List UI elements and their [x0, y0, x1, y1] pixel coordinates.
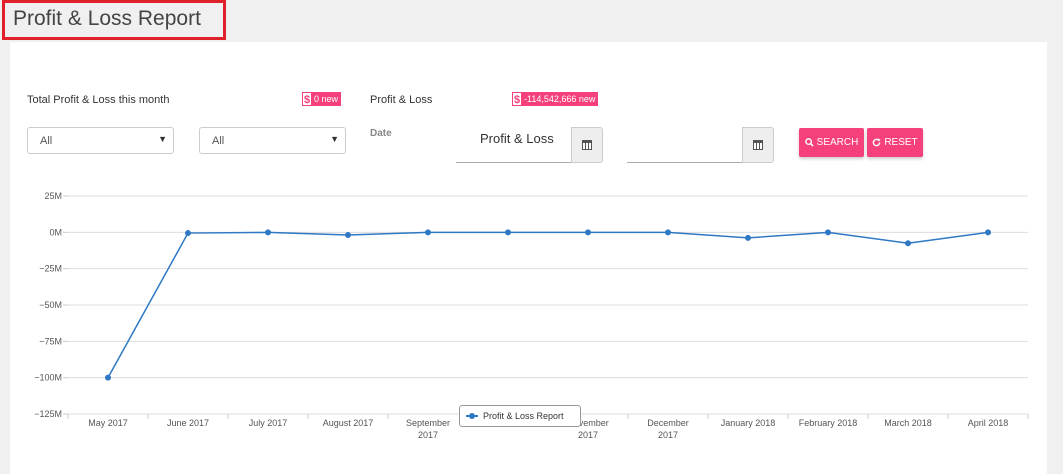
profit-loss-badge: $ -114,542,666 new [512, 92, 599, 106]
data-point [585, 229, 591, 236]
x-tick-label: August 2017 [323, 418, 374, 428]
date-to-input[interactable] [627, 128, 743, 163]
search-button[interactable]: SEARCH [799, 128, 864, 157]
search-button-label: SEARCH [816, 137, 859, 148]
data-point [665, 229, 671, 236]
x-tick-label: May 2017 [88, 418, 128, 428]
month-total-badge-text: 0 new [314, 94, 339, 104]
profit-loss-label: Profit & Loss [370, 94, 433, 106]
data-point [345, 231, 351, 238]
data-point [105, 374, 111, 381]
month-total-label: Total Profit & Loss this month [27, 94, 170, 106]
y-tick-label: 0M [49, 227, 62, 237]
filter-select-2[interactable]: All ▼ [199, 127, 346, 154]
data-point [905, 240, 911, 247]
y-tick-label: −100M [34, 373, 62, 383]
search-icon [804, 138, 814, 147]
x-tick-label: September 2017 [406, 418, 450, 440]
x-tick-label: December 2017 [647, 418, 689, 440]
series-line [107, 231, 989, 379]
reset-button[interactable]: RESET [867, 128, 923, 157]
calendar-icon [753, 140, 763, 150]
date-from-input[interactable] [456, 128, 572, 163]
profit-loss-badge-text: -114,542,666 new [524, 94, 596, 104]
x-tick-label: June 2017 [167, 418, 209, 428]
filter-select-2-value: All [212, 135, 225, 147]
y-tick-label: 25M [44, 191, 62, 201]
refresh-icon [872, 138, 881, 147]
x-tick-label: April 2018 [968, 418, 1009, 428]
data-point [745, 234, 751, 241]
date-label: Date [370, 128, 392, 139]
calendar-icon [582, 140, 592, 150]
data-point [505, 229, 511, 236]
data-point [825, 229, 831, 236]
date-to-calendar-button[interactable] [742, 127, 774, 163]
chevron-down-icon: ▼ [330, 134, 339, 144]
page-title: Profit & Loss Report [2, 0, 226, 40]
data-point [425, 229, 431, 236]
data-point [985, 229, 991, 236]
chart-title: Profit & Loss [480, 131, 554, 146]
data-point [265, 229, 271, 236]
legend-series-label: Profit & Loss Report [483, 411, 564, 421]
x-tick-label: November 2017 [567, 418, 609, 440]
filter-select-1-value: All [40, 135, 53, 147]
x-tick-label: January 2018 [721, 418, 776, 428]
legend-series-marker [466, 413, 478, 419]
chart-legend[interactable]: Profit & Loss Report [459, 405, 581, 427]
month-total-badge: $ 0 new [302, 92, 342, 106]
y-tick-label: −125M [34, 409, 62, 419]
x-tick-label: March 2018 [884, 418, 932, 428]
report-panel [10, 42, 1047, 474]
chevron-down-icon: ▼ [158, 134, 167, 144]
x-tick-label: July 2017 [249, 418, 288, 428]
dollar-icon: $ [512, 92, 522, 106]
y-tick-label: −25M [39, 264, 62, 274]
filter-select-1[interactable]: All ▼ [27, 127, 174, 154]
y-tick-label: −50M [39, 300, 62, 310]
dollar-icon: $ [302, 92, 312, 106]
reset-button-label: RESET [884, 137, 918, 148]
data-point [185, 230, 191, 237]
date-from-calendar-button[interactable] [571, 127, 603, 163]
x-tick-label: February 2018 [799, 418, 858, 428]
y-tick-label: −75M [39, 336, 62, 346]
